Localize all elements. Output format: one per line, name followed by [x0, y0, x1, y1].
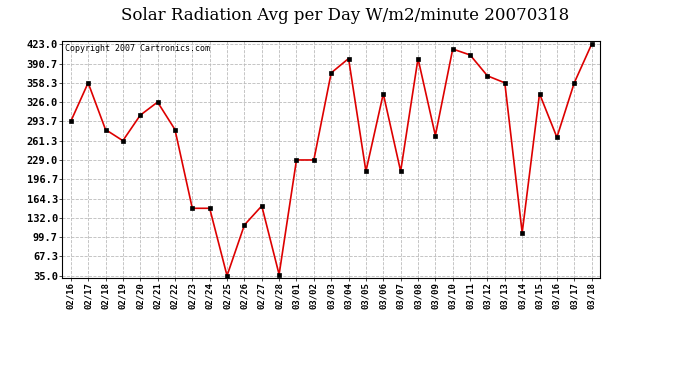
- Text: Solar Radiation Avg per Day W/m2/minute 20070318: Solar Radiation Avg per Day W/m2/minute …: [121, 8, 569, 24]
- Text: Copyright 2007 Cartronics.com: Copyright 2007 Cartronics.com: [65, 44, 210, 52]
